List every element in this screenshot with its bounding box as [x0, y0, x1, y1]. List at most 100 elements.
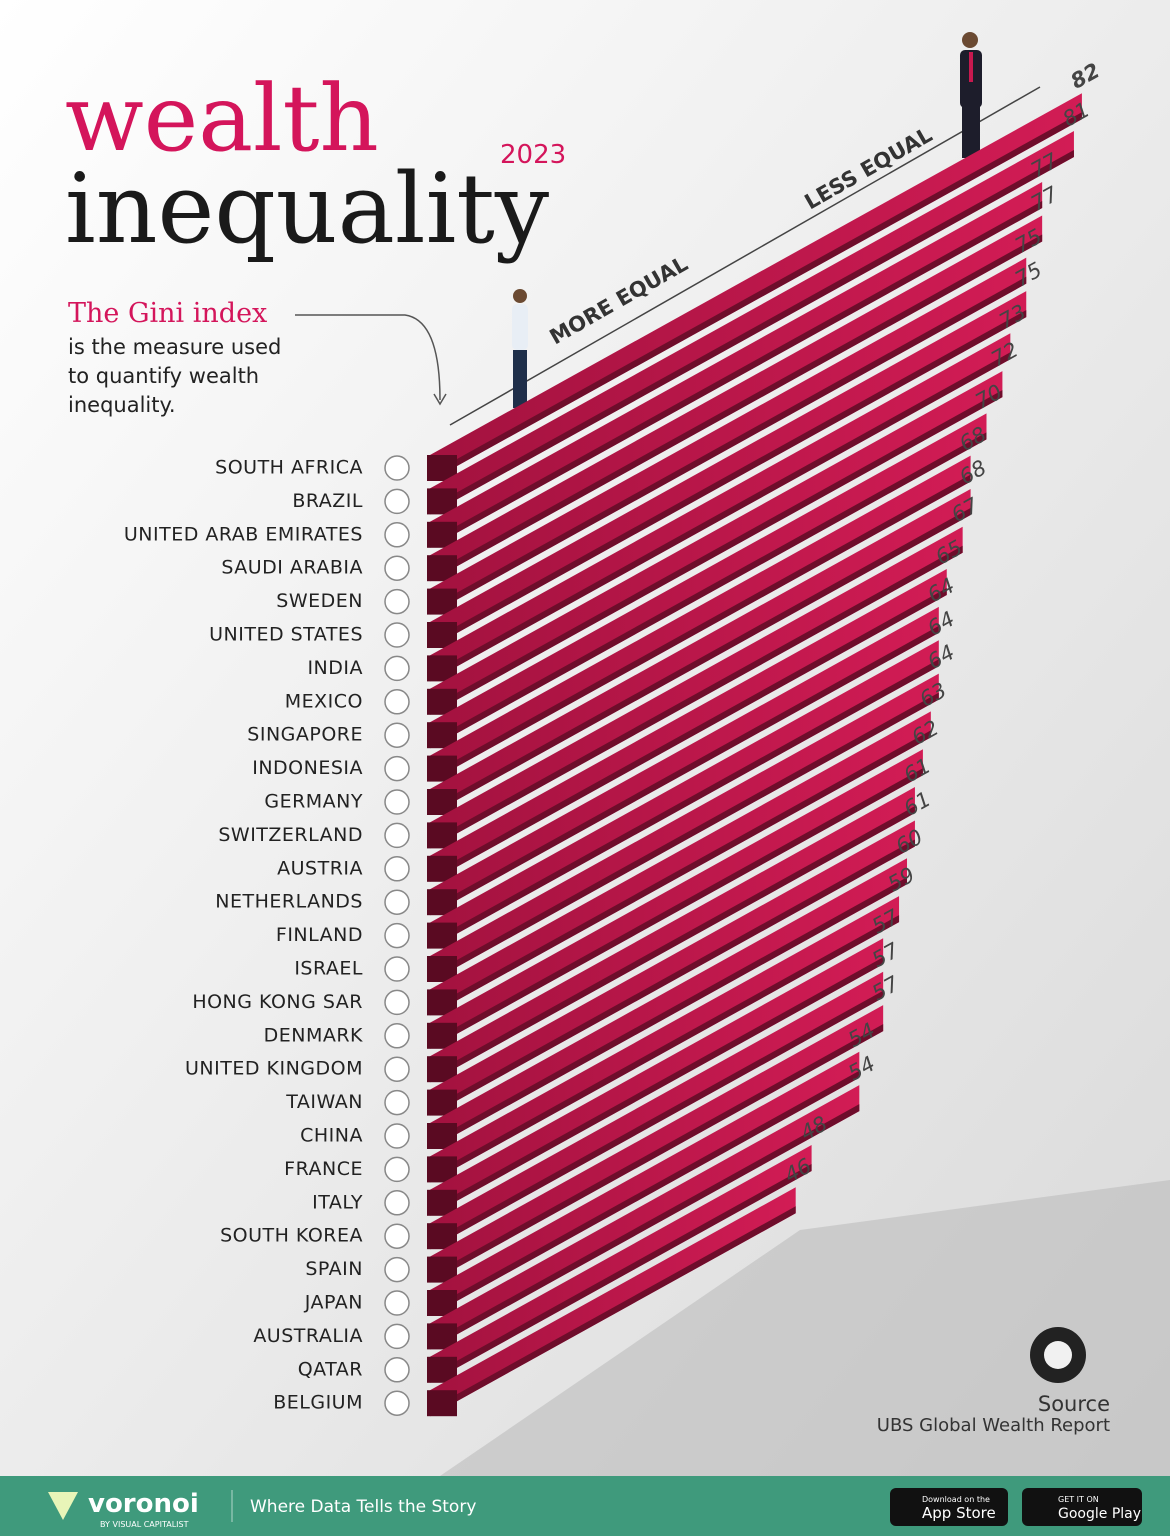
app-store: App Store	[922, 1504, 996, 1522]
bar-edge	[430, 692, 939, 982]
bar-edge	[430, 990, 884, 1250]
flag	[384, 1357, 410, 1383]
bar-edge	[430, 730, 931, 1016]
category-label: INDIA	[307, 657, 363, 679]
bar-edge	[430, 957, 884, 1216]
category-label: QATAR	[298, 1358, 363, 1380]
google-play: Google Play	[1058, 1506, 1141, 1522]
flag	[384, 689, 410, 715]
flag	[384, 856, 410, 882]
year: 2023	[500, 140, 566, 170]
bar-edge	[430, 625, 939, 916]
category-label: AUSTRALIA	[253, 1325, 363, 1347]
bar-edge	[430, 1206, 796, 1417]
category-label: JAPAN	[304, 1292, 363, 1314]
category-label: HONG KONG SAR	[192, 991, 363, 1013]
bar-edge	[430, 507, 971, 815]
category-label: SOUTH AFRICA	[215, 457, 363, 479]
bar-edge	[430, 806, 915, 1083]
note-arrow	[295, 314, 441, 401]
source-logo	[1030, 1327, 1086, 1383]
flag	[384, 1123, 410, 1149]
category-label: FRANCE	[284, 1158, 363, 1180]
flag	[384, 989, 410, 1016]
flag	[384, 622, 410, 648]
category-label: BRAZIL	[292, 490, 363, 512]
footer-logo	[48, 1492, 78, 1520]
category-label: MEXICO	[285, 690, 363, 712]
flag	[384, 1089, 410, 1116]
app-store-button[interactable]	[890, 1488, 1008, 1526]
note-text: to quantify wealth	[68, 364, 259, 388]
category-label: BELGIUM	[273, 1392, 363, 1414]
bar-edge	[430, 768, 923, 1049]
category-label: CHINA	[300, 1125, 363, 1147]
flag	[384, 1190, 410, 1216]
flag	[384, 1323, 410, 1350]
flag	[384, 1223, 410, 1249]
note-text: inequality.	[68, 393, 176, 417]
brand-sub: BY VISUAL CAPITALIST	[100, 1520, 189, 1529]
category-label: ISRAEL	[294, 958, 363, 980]
brand: voronoi	[88, 1489, 199, 1519]
category-label: UNITED STATES	[209, 624, 363, 646]
bar-edge	[430, 1164, 812, 1383]
flag	[384, 1023, 410, 1049]
bar-edge	[430, 588, 947, 882]
bar-edge	[430, 915, 900, 1183]
flag	[384, 522, 410, 548]
bar-end	[427, 1390, 457, 1417]
flag	[384, 588, 410, 615]
flag	[384, 755, 410, 782]
category-label: SWITZERLAND	[218, 824, 363, 846]
category-label: UNITED ARAB EMIRATES	[124, 523, 363, 545]
bar-edge	[430, 390, 1003, 715]
google-small: GET IT ON	[1058, 1495, 1099, 1504]
category-label: SINGAPORE	[247, 724, 363, 746]
bar-edge	[430, 234, 1043, 582]
bar-edge	[430, 112, 1082, 482]
category-label: TAIWAN	[285, 1091, 363, 1113]
bar-edge	[430, 839, 915, 1116]
category-label: AUSTRIA	[277, 857, 363, 879]
category-label: NETHERLANDS	[215, 891, 363, 913]
person-high	[960, 32, 982, 158]
bars: 8281777775757372706868676564646463626161…	[427, 58, 1104, 1417]
note-arrow-head	[433, 393, 447, 406]
google-play-button[interactable]	[1022, 1488, 1142, 1526]
flag	[384, 455, 410, 481]
note-title: The Gini index	[68, 298, 267, 329]
category-label: UNITED KINGDOM	[185, 1058, 363, 1080]
app-store-small: Download on the	[922, 1495, 990, 1504]
bar-edge	[430, 474, 971, 782]
category-label: SOUTH KOREA	[220, 1225, 363, 1247]
category-label: ITALY	[312, 1191, 363, 1213]
source: UBS Global Wealth Report	[877, 1415, 1110, 1436]
flag	[384, 1290, 410, 1316]
bar-edge	[430, 877, 907, 1149]
bar-edge	[430, 352, 1011, 682]
bar-edge	[430, 310, 1027, 648]
flag	[384, 889, 410, 915]
shadow	[440, 1180, 1170, 1476]
bar-edge	[430, 659, 939, 949]
bar-edge	[430, 1104, 860, 1350]
axis-arrow	[449, 86, 1041, 426]
flag	[384, 655, 410, 682]
bar-edge	[430, 1024, 884, 1283]
flag	[384, 1156, 410, 1183]
flag	[384, 922, 410, 949]
bar-edge	[430, 276, 1027, 615]
category-label: DENMARK	[264, 1024, 363, 1046]
category-label: SWEDEN	[276, 590, 363, 612]
bar-edge	[430, 150, 1074, 515]
flag	[384, 822, 410, 849]
subtitle: inequality	[65, 153, 549, 265]
category-label: SAUDI ARABIA	[221, 557, 363, 579]
bar-edge	[430, 432, 987, 749]
flag	[384, 488, 410, 515]
person-low	[512, 289, 528, 408]
flag	[384, 956, 410, 982]
flag	[384, 1056, 410, 1082]
